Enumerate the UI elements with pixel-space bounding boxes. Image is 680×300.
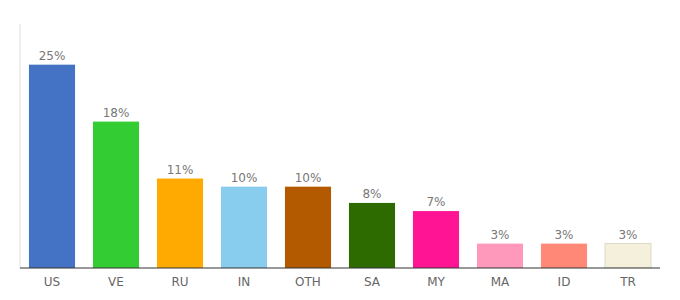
data-label: 3% [490, 228, 509, 242]
x-tick-label: RU [171, 275, 188, 289]
bar [349, 203, 395, 268]
data-label: 3% [618, 228, 637, 242]
bar [541, 244, 587, 268]
x-tick-label: OTH [295, 275, 321, 289]
x-axis-line [20, 267, 660, 268]
x-tick-label: TR [619, 275, 636, 289]
x-tick-label: MY [427, 275, 445, 289]
bar [605, 244, 651, 268]
data-label: 18% [103, 106, 130, 120]
bar [29, 65, 75, 268]
bar [93, 122, 139, 268]
bars [29, 65, 651, 268]
x-tick-label: US [44, 275, 60, 289]
data-label: 10% [231, 171, 258, 185]
x-tick-label: ID [558, 275, 571, 289]
x-tick-label: VE [108, 275, 124, 289]
x-tick-label: MA [491, 275, 510, 289]
bar [285, 187, 331, 268]
y-axis-line [20, 24, 21, 268]
chart: 25% 18% 11% 10% 10% 8% 7% 3% 3% 3% US VE RU IN OTH SA MY… [0, 0, 680, 300]
x-tick-label: SA [364, 275, 381, 289]
data-labels: 25% 18% 11% 10% 10% 8% 7% 3% 3% 3% [39, 49, 638, 242]
bar [413, 211, 459, 268]
data-label: 25% [39, 49, 66, 63]
data-label: 7% [426, 195, 445, 209]
bar [477, 244, 523, 268]
bar [157, 179, 203, 268]
x-tick-label: IN [238, 275, 251, 289]
data-label: 11% [167, 163, 194, 177]
data-label: 8% [362, 187, 381, 201]
data-label: 10% [295, 171, 322, 185]
chart-container: 25% 18% 11% 10% 10% 8% 7% 3% 3% 3% US VE RU IN OTH SA MY… [0, 0, 680, 300]
bar [221, 187, 267, 268]
data-label: 3% [554, 228, 573, 242]
